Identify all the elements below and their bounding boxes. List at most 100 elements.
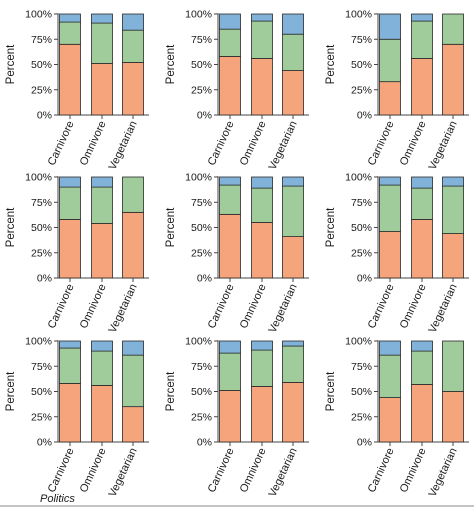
x-tick-label: Carnivore [366,446,397,494]
y-axis-label: Percent [5,207,17,247]
top-segment [219,13,241,30]
top-segment [122,13,144,31]
bottom-segment [122,406,144,443]
y-tick-label: 100% [25,336,52,348]
y-axis-label: Percent [165,207,177,247]
y-tick-label: 25% [31,84,52,96]
bottom-segment [91,223,113,279]
x-tick-label: Omnivore [78,446,109,494]
x-tick-label: Carnivore [366,119,397,167]
y-tick-label: 50% [191,59,212,71]
y-tick-label: 50% [31,59,52,71]
y-axis-label: Percent [325,371,337,411]
top-segment [379,13,401,40]
top-segment [282,176,304,187]
y-tick-label: 50% [351,386,372,398]
top-segment [411,13,433,22]
chart-panel: Percent 0% 25% 50% 75% 100% Carnivore OmnivoreV… [165,336,309,499]
top-segment [411,176,433,189]
bottom-segment [59,43,81,116]
bottom-segment [411,58,433,116]
top-segment [379,340,401,356]
middle-segment [59,347,81,384]
x-tick-label: Carnivore [206,119,237,167]
y-tick-label: 100% [25,9,52,21]
y-tick-label: 100% [345,9,372,21]
top-segment [251,13,273,22]
y-axis-label: Percent [165,44,177,84]
top-segment [91,340,113,352]
middle-segment [122,29,144,63]
top-segment [251,176,273,189]
top-segment [59,13,81,23]
bottom-segment [442,233,464,279]
x-tick-label: Vegetarian [267,282,300,335]
y-tick-label: 75% [31,34,52,46]
y-axis-label: Percent [165,371,177,411]
chart-panel: Percent 0% 25% 50% 75% 100% Carnivore OmnivoreV… [165,9,309,172]
bottom-segment [59,383,81,443]
y-tick-label: 0% [357,273,372,285]
chart-panel: Percent 0% 25% 50% 75% 100% Carnivore OmnivoreV… [5,336,149,499]
y-tick-label: 25% [191,247,212,259]
bottom-segment [219,390,241,443]
middle-segment [251,20,273,59]
middle-segment [219,352,241,391]
chart-panel: Percent 0% 25% 50% 75% 100% Carnivore OmnivoreV… [325,336,469,499]
y-tick-label: 25% [31,247,52,259]
y-tick-label: 75% [191,197,212,209]
y-tick-label: 75% [191,361,212,373]
y-tick-label: 100% [185,9,212,21]
y-tick-label: 25% [351,247,372,259]
figure-caption: Politics [40,493,75,505]
y-tick-label: 0% [37,273,52,285]
x-tick-label: Omnivore [398,119,429,167]
y-tick-label: 0% [197,110,212,122]
bottom-segment [442,391,464,443]
y-tick-label: 0% [197,437,212,449]
middle-segment [122,354,144,408]
bottom-segment [122,62,144,116]
x-tick-label: Vegetarian [107,119,140,172]
middle-segment [411,20,433,59]
bottom-segment [59,219,81,279]
x-tick-label: Omnivore [78,119,109,167]
y-tick-label: 50% [191,386,212,398]
x-tick-label: Omnivore [398,282,429,330]
middle-segment [282,33,304,71]
x-tick-label: Carnivore [206,282,237,330]
y-axis-label: Percent [325,207,337,247]
bottom-segment [282,382,304,443]
y-tick-label: 75% [191,34,212,46]
y-tick-label: 75% [31,197,52,209]
top-segment [91,176,113,188]
middle-segment [442,340,464,392]
x-tick-label: Omnivore [238,282,269,330]
middle-segment [122,176,144,213]
middle-segment [91,186,113,224]
top-segment [282,13,304,35]
bottom-segment [219,56,241,116]
top-segment [122,340,144,356]
y-tick-label: 50% [351,222,372,234]
y-tick-label: 50% [351,59,372,71]
x-tick-label: Carnivore [366,282,397,330]
y-tick-label: 50% [191,222,212,234]
x-tick-label: Vegetarian [267,446,300,499]
chart-panel: Percent 0% 25% 50% 75% 100% Carnivore OmnivoreV… [325,9,469,172]
middle-segment [251,187,273,223]
middle-segment [59,186,81,220]
top-segment [251,340,273,351]
middle-segment [91,22,113,64]
top-segment [411,340,433,352]
bottom-segment [442,43,464,116]
bottom-segment [122,211,144,279]
y-tick-label: 0% [37,110,52,122]
y-axis-label: Percent [5,371,17,411]
chart-panel: Percent 0% 25% 50% 75% 100% Carnivore OmnivoreV… [5,172,149,335]
y-tick-label: 0% [357,437,372,449]
y-tick-label: 25% [351,84,372,96]
bottom-segment [282,236,304,279]
bottom-segment [282,70,304,116]
